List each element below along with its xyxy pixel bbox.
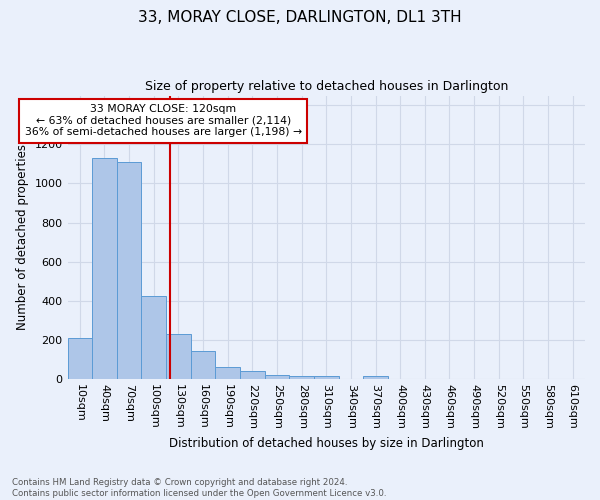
Bar — [314, 376, 338, 379]
Title: Size of property relative to detached houses in Darlington: Size of property relative to detached ho… — [145, 80, 508, 93]
Bar — [215, 368, 240, 379]
Bar — [117, 162, 142, 379]
Bar — [265, 375, 289, 379]
Text: 33 MORAY CLOSE: 120sqm
← 63% of detached houses are smaller (2,114)
36% of semi-: 33 MORAY CLOSE: 120sqm ← 63% of detached… — [25, 104, 302, 138]
Bar — [92, 158, 117, 379]
Bar — [240, 372, 265, 379]
X-axis label: Distribution of detached houses by size in Darlington: Distribution of detached houses by size … — [169, 437, 484, 450]
Y-axis label: Number of detached properties: Number of detached properties — [16, 144, 29, 330]
Bar — [142, 296, 166, 379]
Text: 33, MORAY CLOSE, DARLINGTON, DL1 3TH: 33, MORAY CLOSE, DARLINGTON, DL1 3TH — [138, 10, 462, 25]
Bar — [191, 352, 215, 379]
Bar — [363, 376, 388, 379]
Bar — [289, 376, 314, 379]
Bar — [68, 338, 92, 379]
Bar — [166, 334, 191, 379]
Text: Contains HM Land Registry data © Crown copyright and database right 2024.
Contai: Contains HM Land Registry data © Crown c… — [12, 478, 386, 498]
